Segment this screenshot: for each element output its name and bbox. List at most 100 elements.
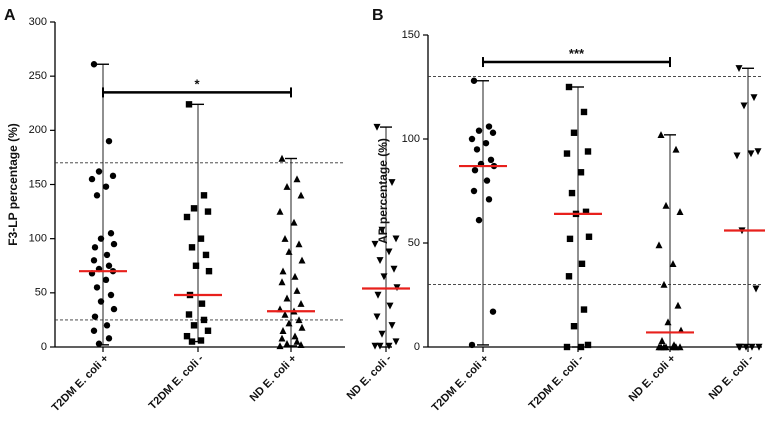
data-point bbox=[107, 291, 115, 299]
data-point bbox=[185, 101, 193, 108]
data-point bbox=[293, 175, 301, 183]
data-point bbox=[90, 327, 98, 334]
data-point bbox=[755, 343, 763, 351]
group-3: ND E. coli + bbox=[248, 154, 315, 404]
data-point bbox=[482, 139, 490, 147]
group-1: T2DM E. coli + bbox=[50, 61, 127, 414]
data-point bbox=[378, 226, 386, 234]
panel-a: A F3-LP percentage (%) 0 50 100 150 200 250 300 T… bbox=[4, 7, 410, 414]
data-point bbox=[487, 156, 495, 163]
data-point bbox=[662, 201, 670, 209]
data-point bbox=[276, 207, 284, 215]
data-point bbox=[283, 340, 291, 347]
data-point bbox=[93, 192, 101, 199]
data-point bbox=[285, 319, 293, 327]
data-point bbox=[660, 343, 668, 351]
x-tick-label: T2DM E. coli + bbox=[430, 353, 491, 414]
data-point bbox=[565, 273, 573, 280]
data-point bbox=[107, 230, 115, 237]
data-point bbox=[578, 260, 586, 267]
data-point bbox=[102, 183, 110, 190]
y-tick-label: 0 bbox=[414, 341, 420, 353]
data-point bbox=[674, 301, 682, 309]
panel-b: B AP percentage (%) 0 50 100 150 T2DM E. coli … bbox=[372, 7, 765, 414]
data-point bbox=[278, 278, 286, 286]
data-point bbox=[470, 187, 478, 195]
data-point bbox=[742, 343, 750, 351]
data-point bbox=[295, 240, 303, 248]
data-point bbox=[283, 182, 291, 190]
data-point bbox=[279, 267, 287, 275]
significance-label: * bbox=[194, 76, 200, 91]
data-point bbox=[105, 335, 113, 342]
data-point bbox=[378, 330, 386, 338]
data-point bbox=[376, 257, 384, 265]
data-point bbox=[468, 341, 476, 349]
data-point bbox=[188, 244, 196, 251]
x-tick-label: ND E. coli + bbox=[248, 353, 299, 404]
data-point bbox=[740, 102, 748, 110]
y-tick-label: 50 bbox=[408, 237, 420, 249]
data-point bbox=[669, 260, 677, 267]
data-point bbox=[580, 108, 588, 116]
data-point bbox=[470, 77, 478, 84]
panel-label: B bbox=[372, 7, 384, 24]
x-tick-label: ND E. coli - bbox=[707, 352, 757, 402]
y-tick-label: 150 bbox=[29, 178, 47, 190]
data-point bbox=[110, 240, 118, 248]
data-point bbox=[110, 305, 118, 313]
data-point bbox=[371, 240, 379, 248]
data-point bbox=[190, 322, 198, 329]
data-point bbox=[90, 257, 98, 264]
data-point bbox=[563, 150, 571, 157]
data-point bbox=[376, 342, 384, 350]
data-point bbox=[385, 248, 393, 256]
data-point bbox=[475, 127, 483, 134]
data-point bbox=[200, 316, 208, 324]
data-point bbox=[97, 235, 105, 242]
data-point bbox=[388, 179, 396, 187]
data-point bbox=[105, 262, 113, 269]
data-point bbox=[190, 205, 198, 212]
data-point bbox=[566, 235, 574, 243]
x-tick-label: ND E. coli + bbox=[627, 353, 678, 404]
data-point bbox=[95, 340, 103, 347]
data-point bbox=[297, 299, 305, 307]
data-point bbox=[293, 286, 301, 294]
data-point bbox=[563, 343, 571, 351]
y-tick-label: 0 bbox=[41, 341, 47, 353]
data-point bbox=[585, 233, 593, 240]
data-point bbox=[91, 244, 99, 251]
data-point bbox=[371, 342, 379, 350]
y-tick-label: 50 bbox=[35, 287, 47, 299]
data-point bbox=[95, 168, 103, 175]
data-point bbox=[298, 256, 306, 264]
data-point bbox=[276, 342, 284, 350]
data-point bbox=[584, 341, 592, 349]
data-point bbox=[385, 342, 393, 350]
data-point bbox=[278, 334, 286, 342]
data-point bbox=[295, 316, 303, 324]
data-point bbox=[390, 265, 398, 273]
y-tick-label: 150 bbox=[402, 29, 420, 41]
data-point bbox=[290, 218, 298, 226]
data-point bbox=[577, 169, 585, 176]
y-axis-label: F3-LP percentage (%) bbox=[6, 123, 20, 245]
data-point bbox=[202, 251, 210, 259]
data-point bbox=[291, 272, 299, 280]
data-point bbox=[392, 338, 400, 346]
data-point bbox=[373, 123, 381, 131]
x-tick-label: T2DM E. coli - bbox=[147, 352, 207, 412]
data-point bbox=[748, 343, 756, 351]
data-point bbox=[489, 129, 497, 136]
y-tick-label: 250 bbox=[29, 70, 47, 82]
data-point bbox=[374, 291, 382, 299]
data-point bbox=[747, 150, 755, 158]
data-point bbox=[102, 276, 110, 284]
data-point bbox=[754, 148, 762, 156]
data-point bbox=[676, 343, 684, 351]
data-point bbox=[570, 129, 578, 136]
data-point bbox=[204, 327, 212, 334]
data-point bbox=[103, 251, 111, 259]
data-point bbox=[733, 152, 741, 160]
